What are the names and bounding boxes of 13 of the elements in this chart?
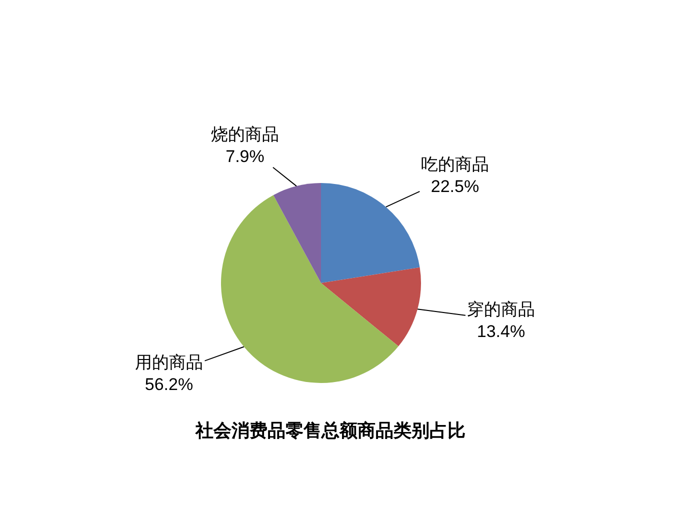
text: 社会消费品零售总额商品类别占比 — [194, 420, 466, 440]
slice-label: 烧的商品 — [211, 125, 279, 144]
data-label: 13.4% — [476, 322, 526, 342]
data-label: 22.5% — [430, 177, 480, 196]
pie-slice — [273, 183, 321, 283]
pie-slice — [321, 267, 421, 346]
pie-slice — [221, 195, 398, 383]
pie-slice — [321, 183, 420, 283]
data-label: 56.2% — [144, 375, 194, 394]
slice-label: 穿的商品 — [467, 300, 535, 319]
slice-label: 用的商品 — [135, 353, 203, 372]
slice-label: 吃的商品 — [421, 155, 489, 174]
data-label: 7.9% — [226, 147, 264, 166]
